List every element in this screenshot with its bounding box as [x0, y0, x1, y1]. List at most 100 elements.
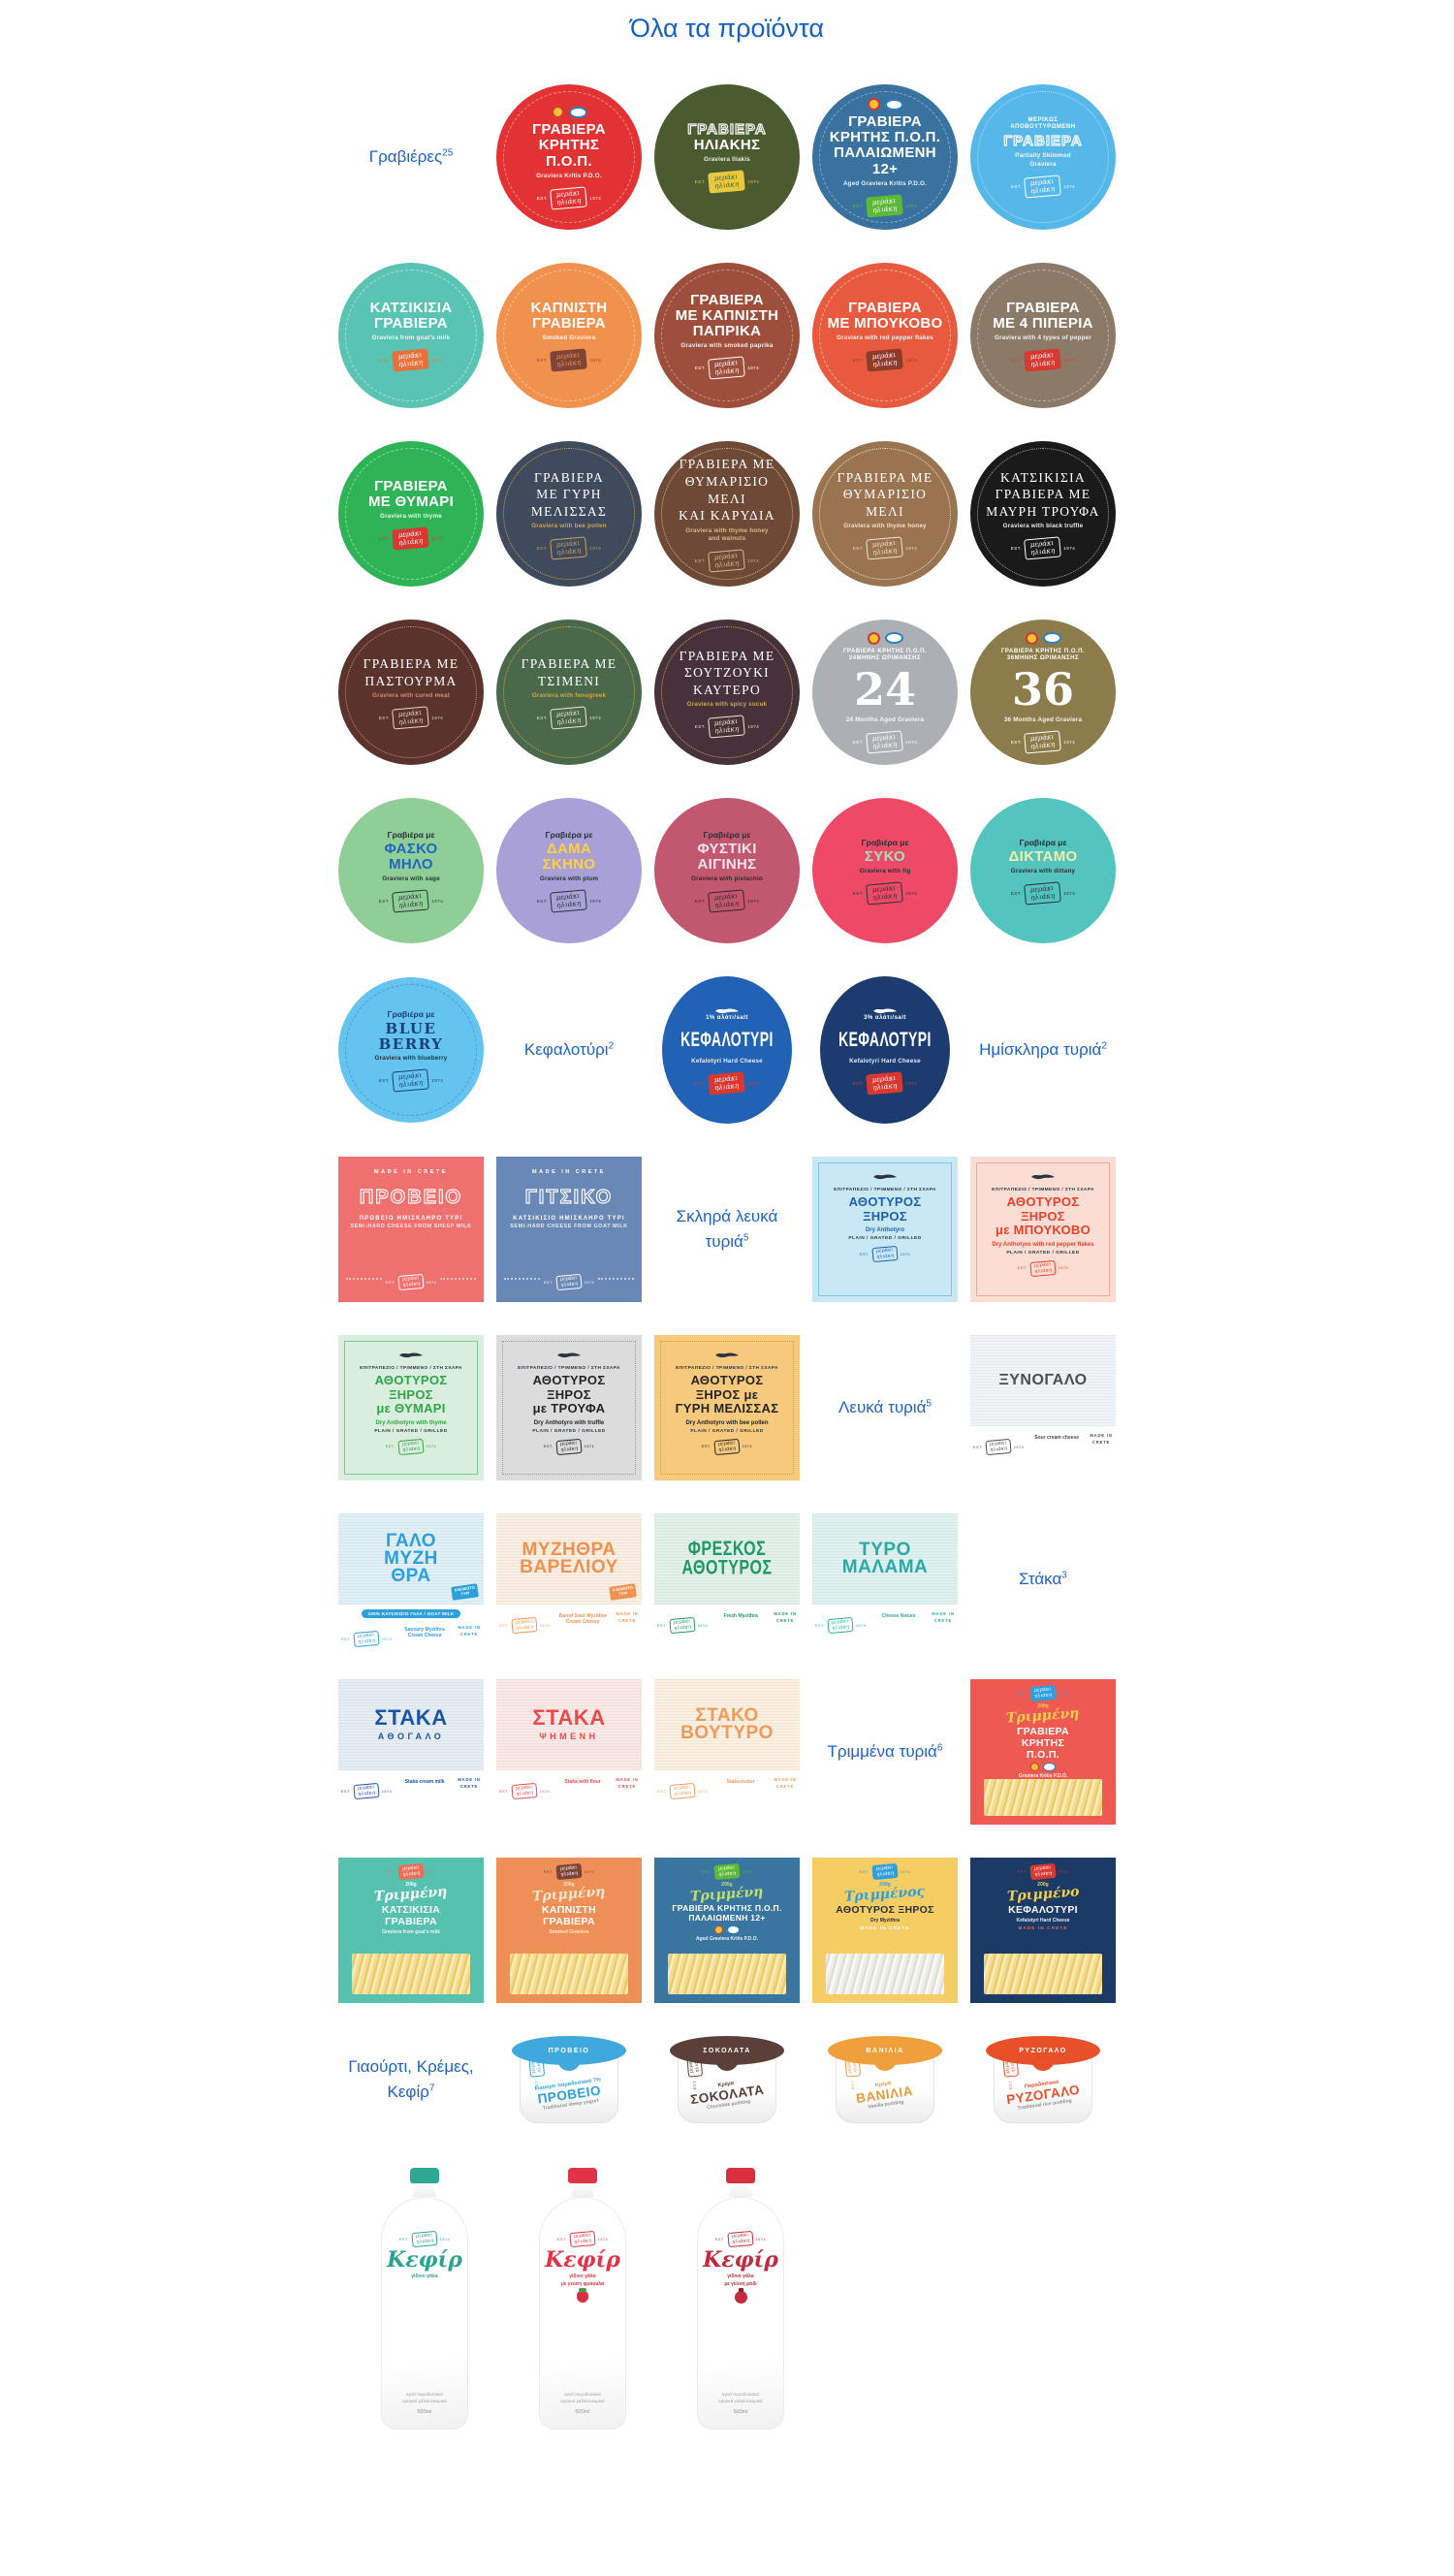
product-kefir[interactable]: EST. μεράκι ηλιάκη 1974 Κεφίρ γίδινο γάλα αγνά… [352, 2168, 497, 2430]
product-proveio[interactable]: MADE IN CRETE ΠΡΟΒΕΙΟ ΠΡΟΒΕΙΟ ΗΜΙΣΚΛΗΡΟ ΤΥ… [338, 1157, 484, 1302]
made-in-crete-text: MADE IN CRETE [774, 1611, 797, 1623]
stamp-box: μεράκι ηλιάκη [397, 1862, 425, 1881]
product-staka-psimeni[interactable]: ΣΤΑΚΑ ΨΗΜΕΝΗ EST. μεράκι ηλιάκη 1974 Staka wit… [496, 1679, 642, 1800]
product-myzithra-vareliou[interactable]: ΜΥΖΗΘΡΑ ΒΑΡΕΛΙΟΥ ΑΛΕΙΦΩΤΟ ΤΥΡΙ EST. μεράκι η… [496, 1513, 642, 1635]
product-athotyros-xiros-thymari[interactable]: ΕΠΙΤΡΑΠΕΖΙΟ / ΤΡΙΜΜΕΝΟ / ΣΤΗ ΣΧΑΡΑ ΑΘΟΤΥΡ… [338, 1335, 484, 1480]
product-graviera-gyri-melissas[interactable]: ΓΡΑΒΙΕΡΑ ΜΕ ΓΥΡΗ ΜΕΛΙΣΣΑΣ Graviera with b… [496, 441, 642, 587]
product-kefir-rodi[interactable]: EST. μεράκι ηλιάκη 1974 Κεφίρ γίδινο γάλα με … [668, 2168, 813, 2430]
product-kapnisti-graviera[interactable]: ΚΑΠΝΙΣΤΗ ΓΡΑΒΙΕΡΑ Smoked Graviera EST. μερά… [496, 263, 642, 408]
product-graviera-diktamo[interactable]: Γραβιέρα με ΔΙΚΤΑΜΟ Graviera with dittany E… [970, 798, 1116, 943]
product-graviera-thymari[interactable]: ΓΡΑΒΙΕΡΑ ΜΕ ΘΥΜΑΡΙ Graviera with thyme EST… [338, 441, 484, 587]
product-graviera-36-months[interactable]: ΓΡΑΒΙΕΡΑ ΚΡΗΤΗΣ Π.Ο.Π. 36ΜΗΝΗΣ ΩΡΙΜΑΝΣΗΣ… [970, 620, 1116, 765]
product-graviera-4-piperia[interactable]: ΓΡΑΒΙΕΡΑ ΜΕ 4 ΠΙΠΕΡΙΑ Graviera with 4 typ… [970, 263, 1116, 408]
product-graviera-soutzouki-kautero[interactable]: ΓΡΑΒΙΕΡΑ ΜΕ ΣΟΥΤΖΟΥΚΙ ΚΑΥΤΕΡΟ Graviera wi… [654, 620, 800, 765]
stamp-box: μεράκι ηλιάκη [669, 1616, 696, 1635]
product-graviera-kritis-pop[interactable]: ΓΡΑΒΙΕΡΑ ΚΡΗΤΗΣ Π.Ο.Π. Graviera Kritis P.… [496, 84, 642, 230]
pack-weight: 200g [563, 1882, 575, 1888]
product-row: ΚΑΤΣΙΚΙΣΙΑ ΓΡΑΒΙΕΡΑ Graviera from goat's … [281, 263, 1173, 408]
product-graviera-boukovo[interactable]: ΓΡΑΒΙΕΡΑ ΜΕ ΜΠΟΥΚΟΒΟ Graviera with red pe… [812, 263, 958, 408]
product-graviera-pastourma[interactable]: ΓΡΑΒΙΕΡΑ ΜΕ ΠΑΣΤΟΥΡΜΑ Graviera with cured… [338, 620, 484, 765]
product-athotyros-xiros-troufa[interactable]: ΕΠΙΤΡΑΠΕΖΙΟ / ΤΡΙΜΜΕΝΟ / ΣΤΗ ΣΧΑΡΑ ΑΘΟΤΥΡ… [496, 1335, 642, 1480]
product-katsikisia-graviera[interactable]: ΚΑΤΣΙΚΙΣΙΑ ΓΡΑΒΙΕΡΑ Graviera from goat's … [338, 263, 484, 408]
product-xynogalo[interactable]: ΞΥΝΟΓΑΛΟ EST. μεράκι ηλιάκη 1974 Sour cream c… [970, 1335, 1116, 1456]
product-katsikisia-graviera-mavri-troufa[interactable]: ΚΑΤΣΙΚΙΣΙΑ ΓΡΑΒΙΕΡΑ ΜΕ ΜΑΥΡΗ ΤΡΟΥΦΑ Gravi… [970, 441, 1116, 587]
pdo-seal-icon [714, 1924, 723, 1934]
certification-badges [1025, 631, 1061, 645]
product-trimmeno-kefalotyri[interactable]: EST. μεράκι ηλιάκη 1974 200g Τριμμένο ΚΕΦΑΛΟΤΥ… [970, 1858, 1116, 2003]
product-graviera-syko[interactable]: Γραβιέρα με ΣΥΚΟ Graviera with fig EST. μερά… [812, 798, 958, 943]
product-name: ΓΡΑΒΙΕΡΑ ΜΕ ΤΣΙΜΕΝΙ [521, 656, 617, 688]
product-subtitle: Aged Graviera Kritis P.D.O. [695, 1935, 759, 1942]
product-athotyros-xiros[interactable]: ΕΠΙΤΡΑΠΕΖΙΟ / ΤΡΙΜΜΕΝΟ / ΣΤΗ ΣΧΑΡΑ ΑΘΟΤΥΡ… [812, 1157, 958, 1302]
product-graviera-fystiki-aiginis[interactable]: Γραβιέρα με ΦΥΣΤΙΚΙ ΑΙΓΙΝΗΣ Graviera with … [654, 798, 800, 943]
stamp-est-label: EST. [852, 358, 865, 364]
product-graviera-tsimeni[interactable]: ΓΡΑΒΙΕΡΑ ΜΕ ΤΣΙΜΕΝΙ Graviera with fenugre… [496, 620, 642, 765]
product-kefalotyri-1-alati[interactable]: 1% αλάτι/salt ΚΕΦΑΛΟΤΥΡΙ Kefalotyri Hard C… [662, 976, 792, 1124]
product-ryzogalo[interactable]: ΡΥΖΟΓΑΛΟEST.μεράκιηλιάκη1974ΠαραδοσιακόΡ… [970, 2036, 1116, 2123]
product-gitsiko[interactable]: MADE IN CRETE ΓΙΤΣΙΚΟ ΚΑΤΣΙΚΙΣΙΟ ΗΜΙΣΚΛΗΡΟ… [496, 1157, 642, 1302]
product-name: ΑΘΟΤΥΡΟΣ ΞΗΡΟΣ με ΜΠΟΥΚΟΒΟ [995, 1194, 1091, 1238]
stamp-line: ηλιάκη [415, 2237, 434, 2245]
stamp-est-label: EST. [859, 1869, 869, 1874]
product-merikos-apovoutyromeni-graviera[interactable]: ΜΕΡΙΚΩΣ ΑΠΟΒΟΥΤΥΡΩΜΕΝΗ ΓΡΑΒΙΕΡΑ Partially … [970, 84, 1116, 230]
product-graviera-kritis-pop-palaiomeni-12[interactable]: ΓΡΑΒΙΕΡΑ ΚΡΗΤΗΣ Π.Ο.Π. ΠΑΛΑΙΩΜΕΝΗ 12+ Age… [812, 84, 958, 230]
product-trimmenos-athotyros-xiros[interactable]: EST. μεράκι ηλιάκη 1974 200g Τριμμένος ΑΘΟΤΥΡΟ… [812, 1858, 958, 2003]
stamp-est-label: EST. [714, 2237, 725, 2242]
category-label-imisklira-tyria: Ημίσκληρα τυριά2 [970, 1037, 1116, 1063]
stamp-box: μεράκι ηλιάκη [866, 1071, 904, 1096]
caption-center: Sour cream cheese [1028, 1433, 1085, 1441]
product-stakovoutyro[interactable]: ΣΤΑΚΟ ΒΟΥΤΥΡΟ EST. μεράκι ηλιάκη 1974 Staka b… [654, 1679, 800, 1800]
product-athotyros-xiros-gyri-melissas[interactable]: ΕΠΙΤΡΑΠΕΖΙΟ / ΤΡΙΜΜΕΝΟ / ΣΤΗ ΣΧΑΡΑ ΑΘΟΤΥΡ… [654, 1335, 800, 1480]
made-in-crete-text: MADE IN CRETE [1018, 1925, 1068, 1931]
product-trimmeni-katsikisia-graviera[interactable]: EST. μεράκι ηλιάκη 1974 200g Τριμμένη ΚΑΤΣΙΚΙΣ… [338, 1858, 484, 2003]
stamp-box: μεράκι ηλιάκη [708, 356, 746, 380]
product-prefix-text: Γραβιέρα με [387, 829, 435, 840]
stamp-box: μεράκι ηλιάκη [708, 1071, 746, 1096]
serving-options-text: PLAIN / GRATED / GRILLED [848, 1236, 922, 1242]
product-graviera-kapnisti-paprika[interactable]: ΓΡΑΒΙΕΡΑ ΜΕ ΚΑΠΝΙΣΤΗ ΠΑΠΡΙΚΑ Graviera wit… [654, 263, 800, 408]
product-trimmeni-graviera-kritis-pop[interactable]: EST. μεράκι ηλιάκη 1974 200g Τριμμένη ΓΡΑΒΙΕΡΑ… [970, 1679, 1116, 1825]
product-tyromalama[interactable]: ΤΥΡΟ ΜΑΛΑΜΑ EST. μεράκι ηλιάκη 1974 Cheese Na… [812, 1513, 958, 1635]
product-graviera-thymarisio-meli-karydia[interactable]: ΓΡΑΒΙΕΡΑ ΜΕ ΘΥΜΑΡΙΣΙΟ ΜΕΛΙ ΚΑΙ ΚΑΡΥΔΙΑ Gr… [654, 441, 800, 587]
usage-kicker-text: ΕΠΙΤΡΑΠΕΖΙΟ / ΤΡΙΜΜΕΝΟ / ΣΤΗ ΣΧΑΡΑ [518, 1366, 620, 1371]
stamp-line: ηλιάκη [398, 1078, 424, 1089]
product-graviera-faskomilo[interactable]: Γραβιέρα με ΦΑΣΚΟ ΜΗΛΟ Graviera with sage E… [338, 798, 484, 943]
stamp-year-label: 1974 [1063, 358, 1076, 364]
stamp-line: ηλιάκη [714, 558, 740, 569]
stamp-year-label: 1974 [747, 724, 760, 730]
product-krema-vanilia[interactable]: ΒΑΝΙΛΙΑEST.μεράκιηλιάκη1974ΚρέμαΒΑΝΙΛΙΑV… [812, 2036, 958, 2123]
product-kefalotyri-3-alati[interactable]: 3% αλάτι/salt ΚΕΦΑΛΟΤΥΡΙ Kefalotyri Hard C… [820, 976, 950, 1124]
stamp-est-label: EST. [692, 2079, 697, 2089]
product-graviera-damaskino[interactable]: Γραβιέρα με ΔΑΜΑ ΣΚΗΝΟ Graviera with plum E… [496, 798, 642, 943]
product-name-lid: ΠΡΟΒΕΙΟ [548, 2047, 590, 2054]
product-prefix-text: Γραβιέρα με [1019, 837, 1067, 847]
stamp-est-label: EST. [378, 536, 391, 542]
product-krema-sokolata[interactable]: ΣΟΚΟΛΑΤΑEST.μεράκιηλιάκη1974ΚρέμαΣΟΚΟΛΑΤ… [654, 2036, 800, 2123]
spreadable-cheese-badge: ΑΛΕΙΦΩΤΟ ΤΥΡΙ [450, 1583, 479, 1601]
stamp-box: μεράκι ηλιάκη [392, 348, 430, 372]
product-athotyros-xiros-boukovo[interactable]: ΕΠΙΤΡΑΠΕΖΙΟ / ΤΡΙΜΜΕΝΟ / ΣΤΗ ΣΧΑΡΑ ΑΘΟΤΥΡ… [970, 1157, 1116, 1302]
category-count-superscript: 2 [608, 1040, 615, 1052]
product-graviera-blueberry[interactable]: Γραβιέρα με BLUE BERRY Graviera with blueb… [338, 977, 484, 1123]
product-staka-athogalo[interactable]: ΣΤΑΚΑ ΑΘΟΓΑΛΟ EST. μεράκι ηλιάκη 1974 Staka cr… [338, 1679, 484, 1800]
stamp-line: ηλιάκη [573, 2237, 592, 2245]
product-freskos-athotyros[interactable]: ΦΡΕΣΚΟΣ ΑΘΟΤΥΡΟΣ EST. μεράκι ηλιάκη 1974 Fres… [654, 1513, 800, 1635]
product-graviera-24-months[interactable]: ΓΡΑΒΙΕΡΑ ΚΡΗΤΗΣ Π.Ο.Π. 24ΜΗΝΗΣ ΩΡΙΜΑΝΣΗΣ… [812, 620, 958, 765]
product-graviera-iliakis[interactable]: ΓΡΑΒΙΕΡΑ ΗΛΙΑΚΗΣ Graviera Iliakis EST. μεράκ… [654, 84, 800, 230]
product-galomyzithra[interactable]: ΓΑΛΟ ΜΥΖΗ ΘΡΑ ΑΛΕΙΦΩΤΟ ΤΥΡΙ 100% ΚΑΤΣΙΚΙΣΙ… [338, 1513, 484, 1648]
label-artwork-box: ΓΑΛΟ ΜΥΖΗ ΘΡΑ ΑΛΕΙΦΩΤΟ ΤΥΡΙ [338, 1513, 484, 1605]
product-trimmeni-graviera-kritis-pop-palaiomeni[interactable]: EST. μεράκι ηλιάκη 1974 200g Τριμμένη ΓΡΑΒΙΕΡΑ… [654, 1858, 800, 2003]
product-graviera-thymarisio-meli[interactable]: ΓΡΑΒΙΕΡΑ ΜΕ ΘΥΜΑΡΙΣΙΟ ΜΕΛΙ Graviera with … [812, 441, 958, 587]
product-row: Γραβιέρα με BLUE BERRY Graviera with blueb… [281, 976, 1173, 1124]
product-trimmeni-kapnisti-graviera[interactable]: EST. μεράκι ηλιάκη 1974 200g Τριμμένη ΚΑΠΝΙΣΤΗ… [496, 1858, 642, 2003]
caption-footer: EST. μεράκι ηλιάκη 1974 Barrel Sour Myzithra… [496, 1611, 642, 1635]
caption-footer: EST. μεράκι ηλιάκη 1974 Fresh Myzithra MADE I… [654, 1611, 800, 1635]
product-kefir-fraoula[interactable]: EST. μεράκι ηλιάκη 1974 Κεφίρ γίδινο γάλα με … [510, 2168, 655, 2430]
stamp-year-label: 1974 [905, 1080, 918, 1086]
product-name: ΤΥΡΟ ΜΑΛΑΜΑ [841, 1539, 929, 1577]
